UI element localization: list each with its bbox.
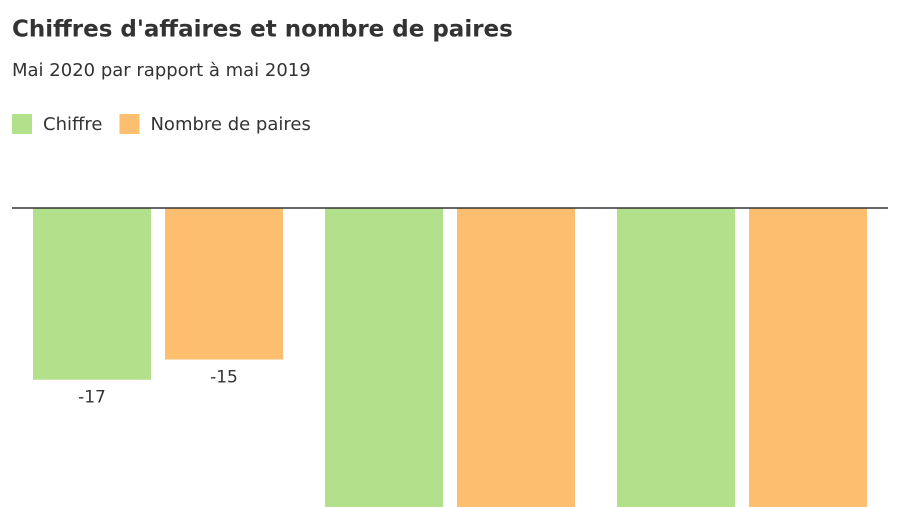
legend-label: Chiffre — [43, 114, 102, 135]
chart-title: Chiffres d'affaires et nombre de paires — [12, 17, 513, 43]
legend-swatch — [12, 114, 32, 134]
bar — [325, 208, 443, 507]
bar — [165, 208, 283, 360]
bar — [617, 208, 735, 507]
data-label: -15 — [210, 368, 238, 388]
bar — [33, 208, 151, 380]
legend-label: Nombre de paires — [150, 114, 310, 135]
data-label: -17 — [78, 388, 106, 408]
bar — [749, 208, 867, 507]
bar — [457, 208, 575, 507]
legend-swatch — [119, 114, 140, 134]
chart-subtitle: Mai 2020 par rapport à mai 2019 — [12, 60, 311, 81]
